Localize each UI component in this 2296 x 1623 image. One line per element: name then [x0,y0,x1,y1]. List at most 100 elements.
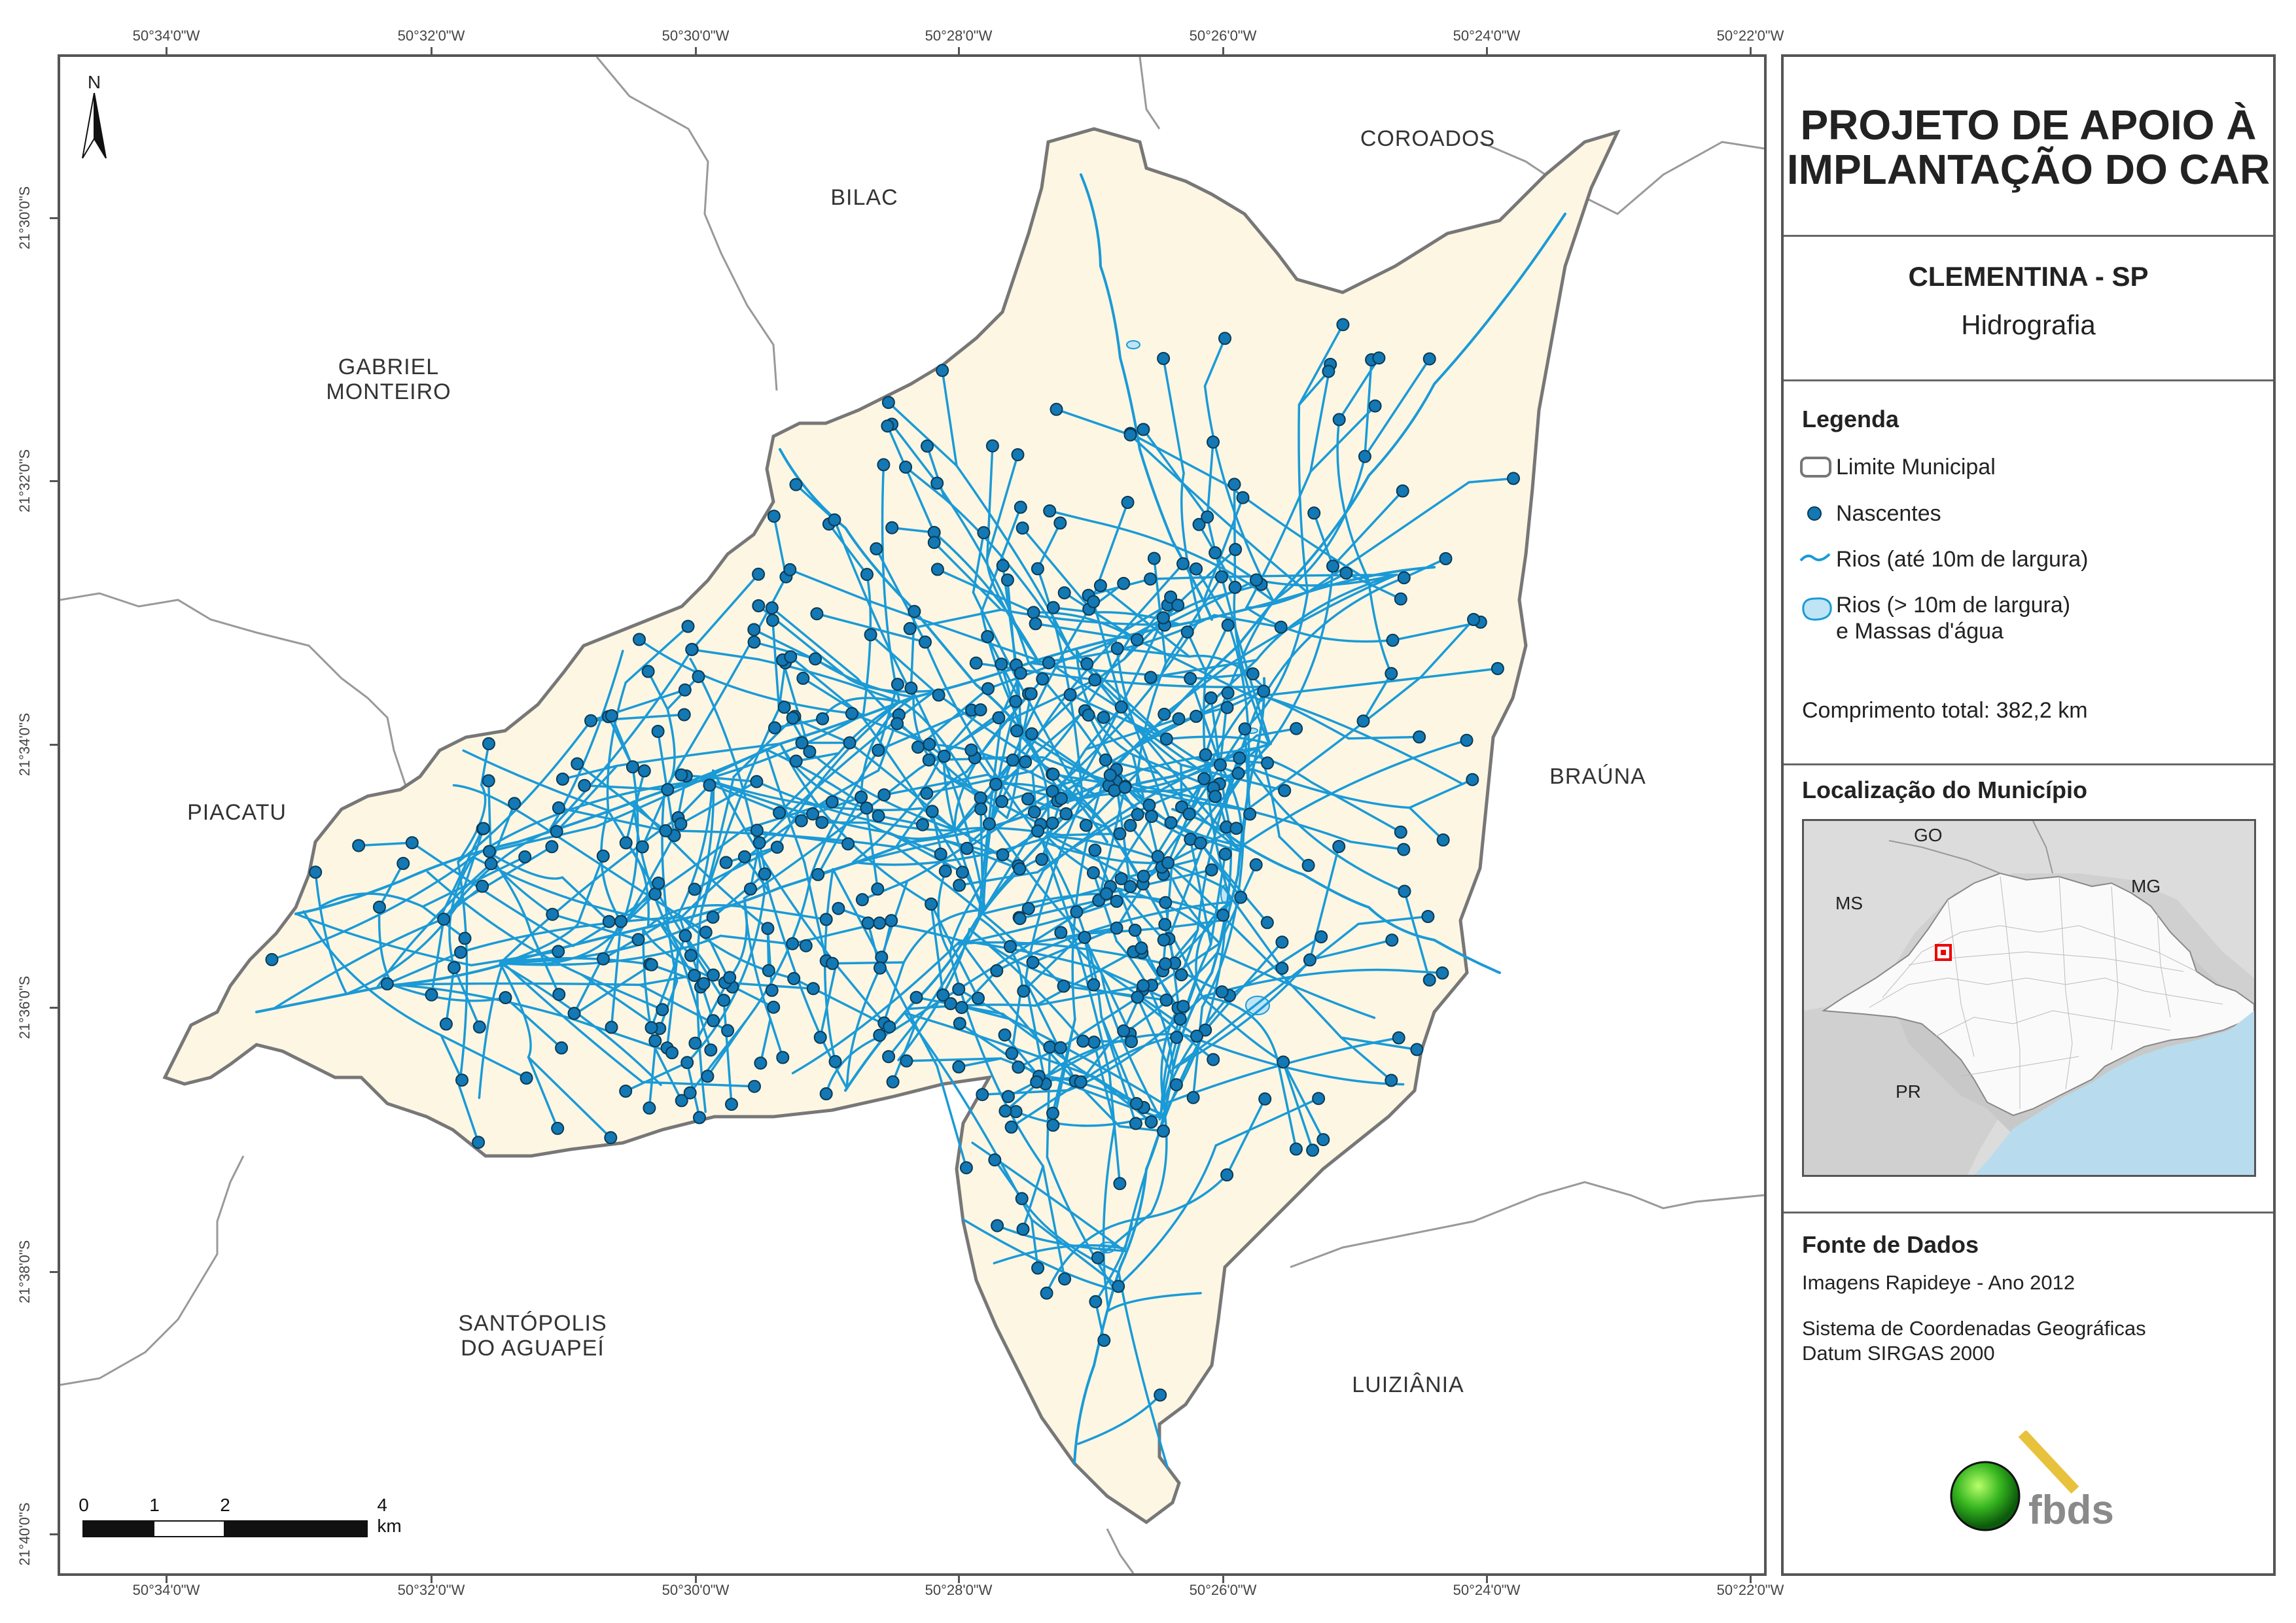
spring-point [656,1003,669,1017]
spring-point [1159,732,1173,746]
spring-point [974,703,987,717]
spring-point [1015,1192,1029,1206]
river [1185,1034,1405,1086]
river [831,961,906,965]
spring-point [472,1020,486,1034]
river [1309,404,1377,473]
river [378,862,404,909]
river [689,657,766,894]
spring-point [976,1088,989,1102]
spring-point [1024,687,1038,701]
river [937,869,951,956]
river [789,655,862,716]
spring-point [938,864,952,878]
spring-point [1368,399,1382,413]
river [939,708,982,758]
scale-label-4km: 4 km [377,1495,402,1536]
spring-point [1159,957,1172,971]
state-label-mg: MG [2131,876,2161,896]
data-source-line-2: Sistema de Coordenadas Geográficas [1802,1317,2146,1340]
river [1255,574,1396,587]
river [1046,1156,1116,1291]
spring-point [1040,1286,1053,1300]
spring-point [930,476,944,490]
spring-point [631,933,645,947]
spring-point [552,988,566,1002]
river [1071,778,1105,1021]
river [915,913,983,1023]
spring-point [981,682,995,695]
river [1171,879,1221,945]
scale-label-2: 2 [220,1495,230,1515]
spring-point [992,711,1006,725]
river [902,908,987,964]
spring-point [1123,880,1137,894]
map-side-panel: PROJETO DE APOIO À IMPLANTAÇÃO DO CAR CL… [1781,54,2276,1576]
spring-point [786,711,800,725]
spring-point [688,882,701,896]
spring-point [883,1020,896,1034]
river [1340,1036,1419,1051]
river [1349,841,1405,851]
spring-point [1182,807,1196,821]
legend-item-water-bodies: Rios (> 10m de largura) e Massas d'água [1836,593,2071,644]
spring-point [937,750,951,763]
river [462,749,610,812]
river [445,966,455,1026]
spring-point [1221,618,1235,632]
data-source-line-3: Datum SIRGAS 2000 [1802,1342,1995,1365]
river [1129,432,1229,487]
river [1391,621,1482,642]
legend-heading: Legenda [1802,406,1899,432]
river [851,712,931,746]
river [664,829,898,848]
spring-point [1130,633,1144,646]
spring-point [810,607,824,621]
spring-point [1306,1143,1320,1157]
river [1260,694,1464,786]
river [617,765,639,936]
spring-point [1169,1078,1183,1092]
state-label-ms: MS [1835,893,1863,913]
spring-point [439,1017,453,1031]
spring-point [425,988,438,1002]
river [924,640,1044,843]
river [699,775,735,913]
spring-point [1190,562,1203,576]
spring-point-icon [1807,506,1822,521]
river [757,658,901,703]
river [1206,515,1271,746]
river [1136,996,1178,1086]
spring-point [1460,733,1474,747]
spring-point [1053,1041,1067,1055]
river [817,795,862,876]
spring-point [1137,423,1150,436]
spring-point [472,1136,486,1149]
spring-point [1014,667,1027,680]
river [1164,575,1223,665]
river [1245,470,1312,609]
river [606,681,627,812]
river [1042,1164,1066,1280]
spring-point [991,1219,1004,1232]
river [499,962,662,1087]
river [1092,601,1125,712]
river [883,773,989,796]
river [1077,1393,1161,1445]
spring-point [1005,1047,1019,1060]
neighbor-label-coroados: COROADOS [1360,126,1496,151]
grid-tick [50,1271,58,1273]
spring-point [619,836,633,850]
spring-point [1410,1043,1424,1056]
scale-bar-graphic [82,1520,368,1537]
spring-point [996,559,1010,572]
river [788,568,866,601]
river [877,708,973,752]
spring-point [1012,1060,1025,1074]
spring-point [704,1043,718,1057]
spring-point [744,882,757,896]
spring-point [1190,1029,1203,1043]
spring-point [974,802,988,816]
spring-point [1436,966,1449,980]
spring-point [803,745,817,759]
